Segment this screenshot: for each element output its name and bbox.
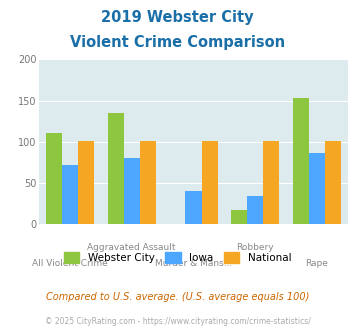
Bar — [78, 141, 94, 224]
Text: All Violent Crime: All Violent Crime — [32, 259, 108, 268]
Bar — [108, 113, 124, 224]
Bar — [46, 133, 62, 224]
Text: 2019 Webster City: 2019 Webster City — [101, 10, 254, 25]
Bar — [62, 165, 78, 224]
Bar — [325, 141, 341, 224]
Text: Violent Crime Comparison: Violent Crime Comparison — [70, 35, 285, 50]
Bar — [263, 141, 279, 224]
Text: Aggravated Assault: Aggravated Assault — [87, 243, 176, 251]
Text: Murder & Mans...: Murder & Mans... — [155, 259, 232, 268]
Bar — [231, 211, 247, 224]
Legend: Webster City, Iowa, National: Webster City, Iowa, National — [60, 248, 295, 267]
Bar — [293, 98, 309, 224]
Bar — [247, 196, 263, 224]
Bar — [309, 152, 325, 224]
Bar — [140, 141, 156, 224]
Text: © 2025 CityRating.com - https://www.cityrating.com/crime-statistics/: © 2025 CityRating.com - https://www.city… — [45, 317, 310, 326]
Bar — [202, 141, 218, 224]
Bar — [185, 191, 202, 224]
Text: Robbery: Robbery — [236, 243, 274, 251]
Text: Compared to U.S. average. (U.S. average equals 100): Compared to U.S. average. (U.S. average … — [46, 292, 309, 302]
Bar — [124, 157, 140, 224]
Text: Rape: Rape — [306, 259, 328, 268]
